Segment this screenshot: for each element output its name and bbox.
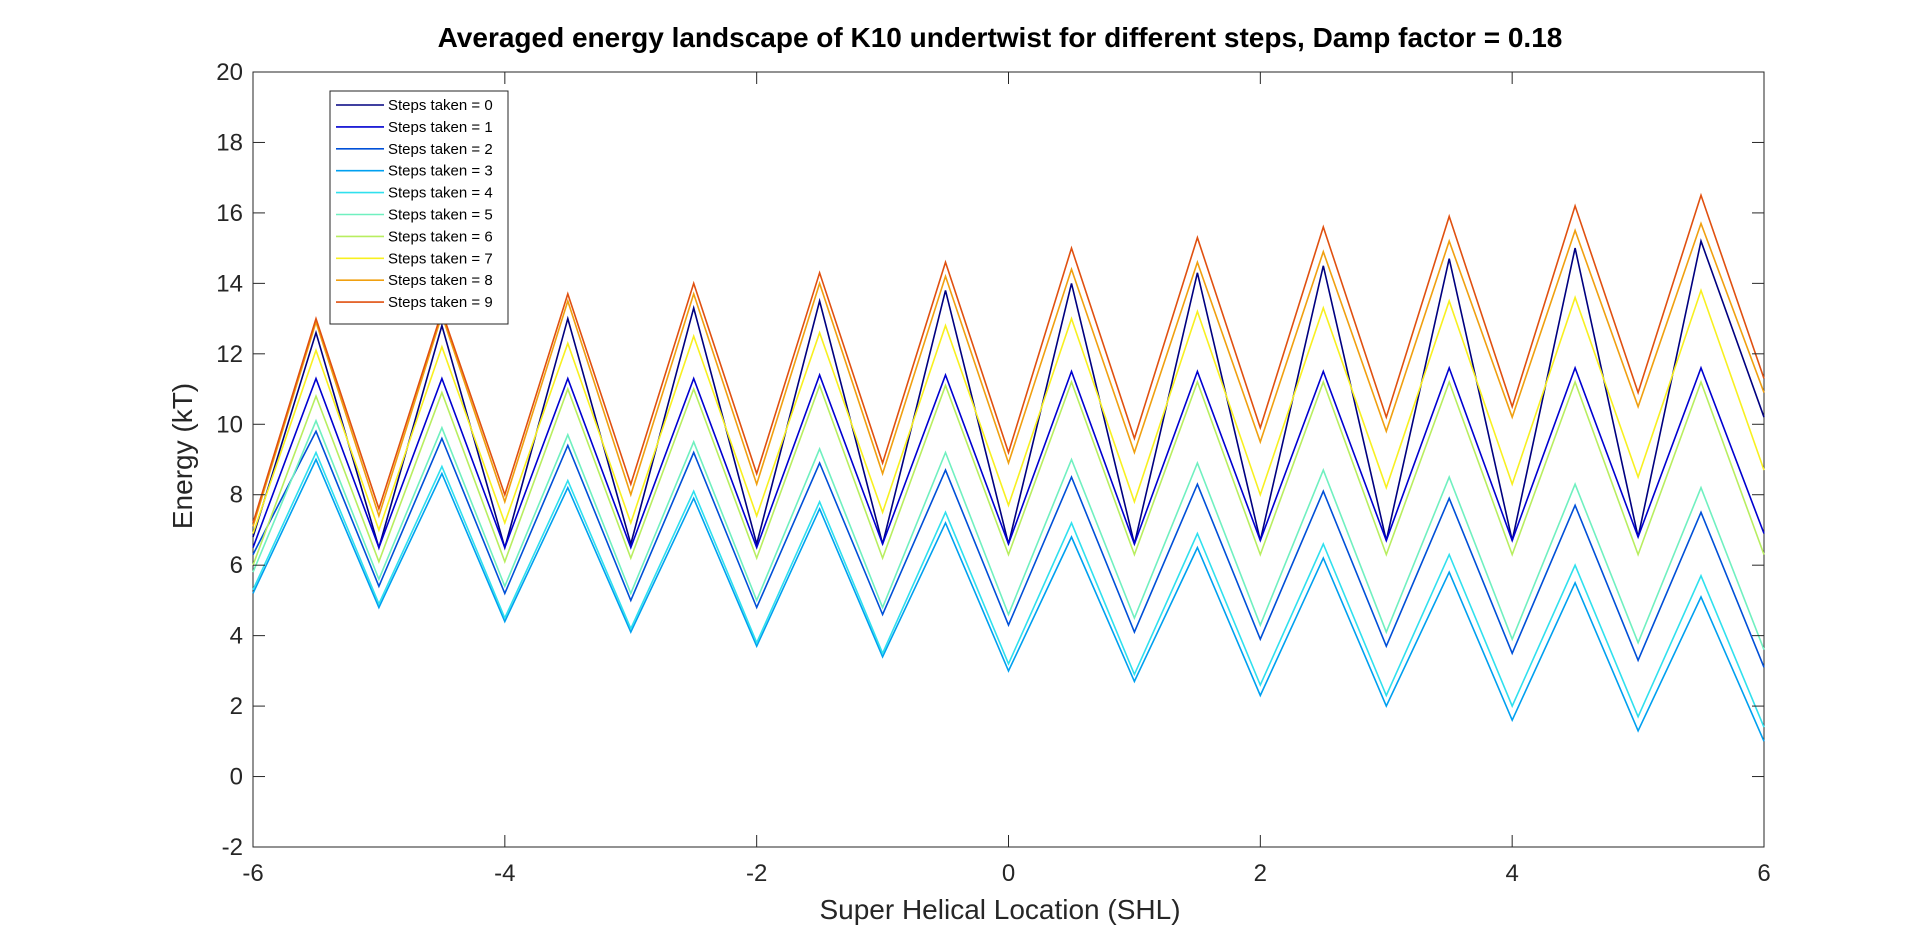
legend-label-8: Steps taken = 8	[388, 272, 493, 289]
y-tick-label: 2	[230, 693, 243, 720]
x-tick-label: -6	[242, 860, 263, 887]
legend-label-0: Steps taken = 0	[388, 97, 493, 114]
x-tick-label: 2	[1254, 860, 1267, 887]
legend-label-1: Steps taken = 1	[388, 119, 493, 136]
legend-label-4: Steps taken = 4	[388, 185, 493, 202]
series-line-8	[252, 221, 1765, 527]
y-tick-label: 4	[230, 623, 243, 650]
legend-label-6: Steps taken = 6	[388, 228, 493, 245]
series-line-5	[252, 418, 1765, 650]
y-tick-label: 0	[230, 764, 243, 791]
y-tick-label: 20	[216, 59, 243, 86]
legend-label-7: Steps taken = 7	[388, 250, 493, 267]
x-tick-label: 0	[1002, 860, 1015, 887]
y-tick-label: 12	[216, 341, 243, 368]
legend-label-9: Steps taken = 9	[388, 294, 493, 311]
legend-label-2: Steps taken = 2	[388, 141, 493, 158]
series-line-1	[252, 365, 1765, 550]
y-axis-label: Energy (kT)	[167, 383, 198, 529]
x-tick-label: -2	[746, 860, 767, 887]
legend-box	[329, 90, 509, 325]
series-layer	[252, 192, 1765, 742]
x-tick-label: 4	[1505, 860, 1518, 887]
y-tick-label: 16	[216, 200, 243, 227]
y-tick-label: 6	[230, 552, 243, 579]
y-tick-label: 10	[216, 411, 243, 438]
y-tick-label: 18	[216, 129, 243, 156]
x-tick-label: -4	[494, 860, 515, 887]
y-tick-label: -2	[222, 834, 243, 861]
legend-items: Steps taken = 0 Steps taken = 1 Steps take…	[336, 97, 493, 311]
y-tick-label: 8	[230, 482, 243, 509]
series-line-9	[252, 192, 1765, 524]
legend-label-5: Steps taken = 5	[388, 207, 493, 224]
series-line-4	[252, 450, 1765, 728]
series-line-6	[252, 379, 1765, 566]
y-tick-label: 14	[216, 270, 243, 297]
tick-layer: -6 -4 -2 0 2 4 6 -2 0 2 4 6 8 10 12 14 16 18 20	[216, 59, 1770, 887]
x-axis-label: Super Helical Location (SHL)	[819, 894, 1180, 925]
legend-label-3: Steps taken = 3	[388, 163, 493, 180]
x-tick-label: 6	[1757, 860, 1770, 887]
legend: Steps taken = 0 Steps taken = 1 Steps take…	[329, 90, 509, 325]
series-line-2	[252, 429, 1765, 668]
series-line-7	[252, 287, 1765, 534]
chart-title: Averaged energy landscape of K10 undertw…	[438, 22, 1563, 53]
series-line-3	[252, 457, 1765, 742]
